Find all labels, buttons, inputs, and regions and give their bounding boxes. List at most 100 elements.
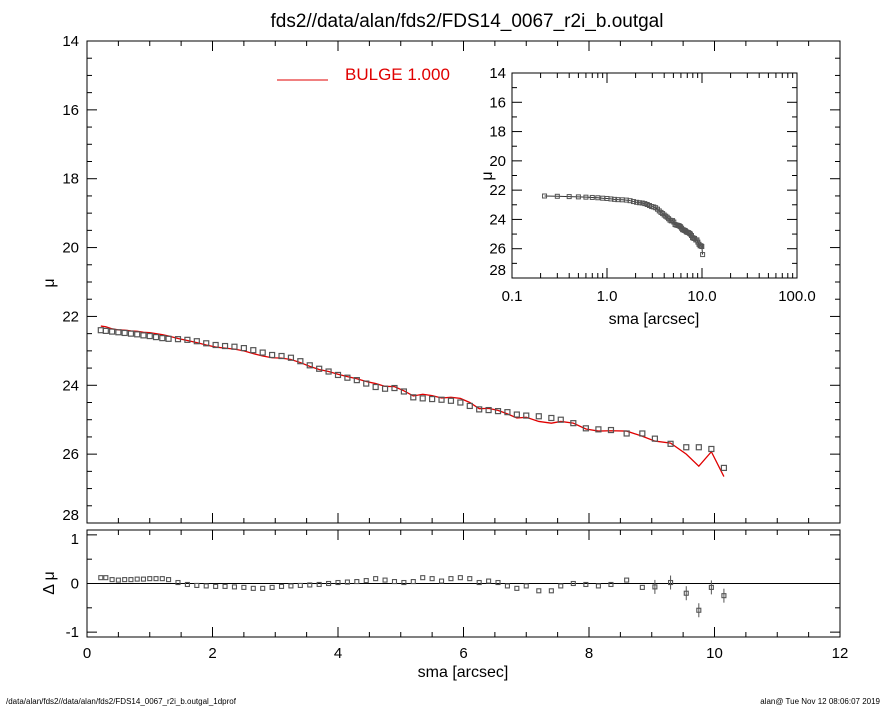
- residual-point: [241, 584, 247, 590]
- inset-data-point: [639, 200, 645, 206]
- residual-point: [213, 583, 219, 589]
- residual-point: [354, 579, 360, 585]
- data-point: [400, 388, 407, 395]
- data-point: [466, 402, 473, 410]
- inset-data-point: [699, 244, 705, 250]
- x-tick-label: 8: [585, 645, 593, 662]
- data-point: [708, 445, 715, 453]
- data-point: [372, 383, 379, 391]
- main-plot: 14 16 18 20 22 24 26 28: [62, 33, 841, 524]
- inset-x-tick-label: 100.0: [778, 288, 816, 305]
- data-point: [127, 330, 135, 337]
- data-point: [557, 416, 564, 423]
- inset-data-point: [700, 252, 706, 258]
- residual-point: [558, 583, 564, 589]
- data-point: [152, 333, 160, 341]
- main-y-label: μ: [41, 278, 58, 287]
- inset-plot: 14 16 18 20 22 24 26 28 0.1 1.0 10.0 100.0: [489, 65, 815, 305]
- data-point: [410, 394, 417, 401]
- residual-point: [721, 593, 727, 599]
- residual-point: [583, 581, 589, 588]
- residual-plot: 10-10 2 4 6 8 10 12: [66, 529, 848, 662]
- residual-point: [297, 582, 303, 588]
- residual-point: [420, 575, 426, 581]
- data-point: [353, 377, 360, 384]
- residual-point: [159, 576, 165, 582]
- data-point: [582, 425, 589, 432]
- data-point: [134, 331, 141, 338]
- residual-point: [486, 578, 492, 584]
- residual-point: [363, 578, 369, 584]
- x-tick-label: 6: [459, 645, 467, 662]
- inset-data-point: [612, 196, 618, 202]
- data-point: [231, 343, 238, 350]
- data-point: [548, 414, 555, 422]
- data-point: [607, 426, 615, 434]
- data-point: [108, 328, 116, 335]
- residual-point: [652, 584, 658, 590]
- footer-left: /data/alan/fds2//data/alan/fds2/FDS14_00…: [6, 697, 237, 706]
- data-point: [146, 332, 153, 340]
- data-point: [623, 430, 630, 437]
- main-x-label: sma [arcsec]: [418, 664, 509, 681]
- data-point: [419, 395, 426, 402]
- residual-point: [134, 576, 140, 582]
- residual-point: [624, 577, 630, 583]
- inset-data-point: [634, 199, 640, 205]
- data-point: [221, 342, 229, 350]
- inset-data-point: [595, 195, 601, 201]
- residual-point: [536, 588, 542, 594]
- data-point: [391, 384, 398, 392]
- data-point: [570, 420, 577, 427]
- residual-point: [222, 583, 228, 589]
- x-tick-label: 0: [83, 645, 91, 662]
- residual-point: [608, 581, 614, 588]
- data-point: [193, 338, 200, 345]
- residual-point: [166, 577, 172, 583]
- inset-y-tick-label: 24: [489, 211, 506, 228]
- residual-point: [448, 576, 454, 582]
- residual-point: [401, 579, 407, 586]
- data-point: [212, 341, 219, 349]
- residual-point: [203, 583, 209, 589]
- inset-y-tick-label: 28: [489, 262, 506, 279]
- data-point: [651, 435, 658, 442]
- data-point: [121, 329, 128, 337]
- residual-point: [382, 577, 388, 583]
- inset-data-point: [664, 214, 670, 220]
- inset-data-point: [542, 193, 548, 199]
- y-tick-label: 24: [62, 377, 79, 394]
- x-tick-label: 2: [208, 645, 216, 662]
- residual-point: [410, 579, 416, 585]
- data-point: [250, 347, 257, 354]
- data-point: [447, 397, 455, 404]
- residual-point: [260, 585, 266, 591]
- residual-point: [128, 577, 134, 583]
- residual-point: [103, 575, 109, 581]
- data-point: [476, 406, 483, 413]
- y-tick-label: 14: [62, 33, 79, 50]
- residual-y-label: Δ μ: [41, 571, 58, 594]
- residual-point: [523, 583, 529, 589]
- inset-x-tick-label: 10.0: [687, 288, 716, 305]
- residual-point: [326, 580, 332, 587]
- data-point: [535, 413, 542, 420]
- inset-y-tick-label: 16: [489, 94, 506, 111]
- data-point: [306, 362, 313, 369]
- residual-point: [231, 584, 238, 590]
- data-point: [97, 327, 104, 334]
- residual-point: [109, 577, 115, 583]
- residual-point: [639, 584, 645, 590]
- residual-point: [122, 577, 128, 583]
- residual-point: [504, 583, 510, 589]
- data-point: [102, 327, 109, 334]
- data-point: [683, 444, 690, 451]
- residual-point: [438, 578, 445, 584]
- data-point: [240, 345, 247, 352]
- inset-data-point: [554, 193, 560, 199]
- residual-point: [288, 583, 294, 589]
- data-point: [325, 368, 332, 375]
- residual-point: [708, 584, 714, 590]
- residual-point: [194, 582, 200, 588]
